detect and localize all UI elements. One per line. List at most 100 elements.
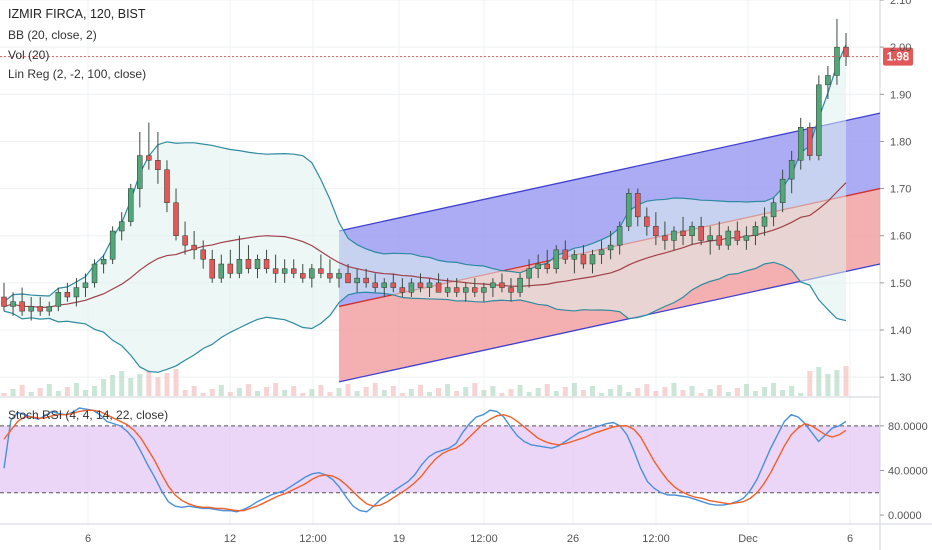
volume-bar [580,390,586,396]
candle-body [807,127,813,156]
volume-bar [472,383,478,396]
stoch-k-line [3,407,847,513]
candle-body [444,287,451,293]
candle-body [553,249,560,269]
candle-body [698,226,704,241]
volume-bar [762,387,768,396]
candle-body [336,273,342,279]
volume-bar [725,392,731,396]
y-tick-label: 1.70 [890,184,911,196]
volume-bar [608,389,614,396]
candle-body [843,46,849,57]
volume-bar [535,388,541,396]
volume-bar [191,386,197,396]
candle-body [272,268,279,274]
volume-bar [55,391,61,396]
volume-bar [589,386,595,396]
last-price-badge [883,47,913,66]
volume-bar [354,391,360,396]
volume-bar [644,384,650,396]
candle-body [408,282,415,293]
candle-body [1,296,7,307]
candle-body [580,254,587,265]
x-tick-label: 19 [393,533,405,545]
chart-title: IZMIR FIRCA, 120, BIST [8,7,146,21]
volume-bar [390,386,396,396]
candle-body [508,287,514,293]
y-tick-label: 1.50 [890,278,911,290]
candle-body [218,263,225,279]
volume-bar [436,388,442,396]
volume-bar [789,386,795,396]
volume-bar [236,388,242,396]
volume-bar [336,388,342,396]
y-tick-label: 1.60 [890,231,911,243]
candle-body [535,263,541,269]
candle-body [209,259,215,279]
volume-bar [381,390,387,396]
candle-body [752,226,759,236]
candle-body [381,282,388,288]
candle-body [146,155,152,161]
candle-body [254,259,261,269]
volume-bar [200,393,206,396]
candle-body [716,235,722,246]
candle-body [137,155,143,189]
candle-body [390,282,397,288]
candle-body [372,282,378,288]
volume-bar [173,369,179,396]
stoch-rsi-panel [0,407,880,513]
volume-bar [417,385,423,396]
volume-bar [10,389,16,396]
volume-bar [734,388,740,396]
candle-body [91,263,98,284]
candle-body [490,282,496,288]
y-tick-label: 1.90 [890,89,911,101]
candle-body [155,160,161,170]
candle-body [680,230,686,236]
volume-bar [689,386,695,396]
candles[interactable] [1,18,849,321]
candle-body [761,216,768,227]
candle-body [788,160,795,180]
volume-bar [553,391,559,396]
volume-bar [427,392,433,396]
candle-body [200,249,206,260]
volume-bar [508,389,514,396]
candle-body [607,244,614,251]
candle-body [616,226,623,246]
linreg-lower-line [338,263,881,383]
candle-body [345,273,351,284]
candle-body [779,178,786,203]
x-tick-label: 12:00 [470,533,498,545]
candle-body [245,259,252,269]
candle-body [743,235,750,241]
candle-body [164,169,170,203]
volume-bar [128,378,134,396]
candle-body [327,273,333,279]
stoch-d-line [3,409,847,512]
candle-body [499,282,505,288]
candle-body [128,188,134,222]
candle-body [472,287,478,293]
volume-bar [653,391,659,396]
x-tick-label: Dec [738,533,758,545]
bb-fill [4,44,846,373]
candle-body [19,301,25,312]
volume-bar [399,393,405,396]
volume-bar [445,384,451,396]
candle-body [834,46,840,76]
candle-body [517,277,523,293]
candle-body [354,277,360,284]
bb-basis [3,182,847,308]
volume-bar [327,392,333,396]
candle-body [453,287,460,293]
volume-bar [626,392,632,396]
legend-stoch-rsi: Stoch RSI (4, 4, 14, 22, close) [8,408,169,422]
candle-body [426,282,433,288]
candle-body [46,306,53,312]
volume-bar [743,384,749,396]
volume-bar [227,392,233,396]
candle-body [589,254,596,265]
